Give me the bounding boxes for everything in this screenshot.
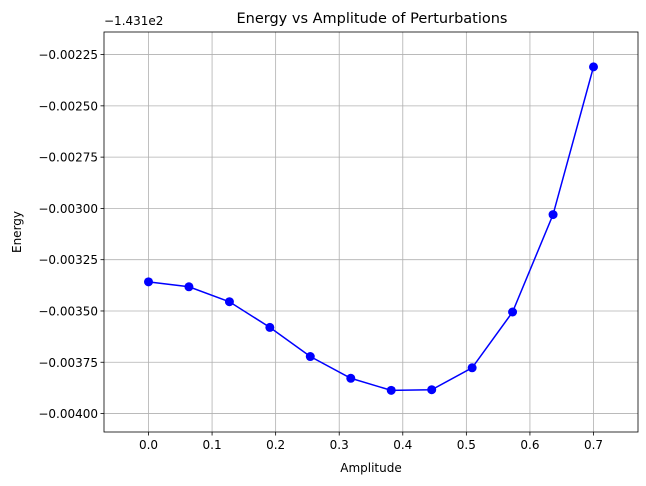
grid-layer (104, 32, 638, 432)
x-tick-label: 0.1 (203, 438, 222, 452)
x-tick-label: 0.5 (457, 438, 476, 452)
data-point (184, 282, 194, 292)
x-axis-label: Amplitude (340, 461, 402, 475)
tick-layer: 0.0 0.1 0.2 0.3 0.4 0.5 0.6 0.7 −0.00400 −0.00375… (38, 48, 603, 452)
y-tick-label: −0.00375 (38, 356, 98, 370)
data-point (589, 62, 598, 72)
y-tick-label: −0.00300 (38, 202, 98, 216)
data-point (386, 385, 396, 395)
x-tick-label: 0.7 (584, 438, 603, 452)
chart-title: Energy vs Amplitude of Perturbations (237, 11, 508, 27)
y-tick-label: −0.00225 (38, 48, 98, 62)
x-tick-label: 0.4 (393, 438, 412, 452)
y-tick-label: −0.00275 (38, 151, 98, 165)
data-point (508, 307, 518, 317)
series-layer (144, 62, 598, 395)
data-point (305, 352, 315, 362)
x-tick-label: 0.0 (139, 438, 158, 452)
y-tick-label: −0.00350 (38, 304, 98, 318)
y-offset-label: −1.431e2 (104, 14, 163, 28)
x-tick-label: 0.3 (330, 438, 349, 452)
plot-frame (103, 31, 639, 433)
y-tick-label: −0.00250 (38, 99, 98, 113)
data-point (427, 385, 437, 395)
y-tick-label: −0.00325 (38, 253, 98, 267)
y-tick-label: −0.00400 (38, 407, 98, 421)
data-point (548, 210, 558, 220)
data-point (346, 373, 356, 383)
x-tick-label: 0.2 (266, 438, 285, 452)
series-line (148, 66, 595, 392)
data-point (224, 297, 234, 307)
y-axis-label: Energy (10, 211, 24, 253)
x-tick-label: 0.6 (520, 438, 539, 452)
data-point (265, 322, 275, 332)
data-point (467, 363, 477, 373)
data-point (144, 277, 153, 287)
